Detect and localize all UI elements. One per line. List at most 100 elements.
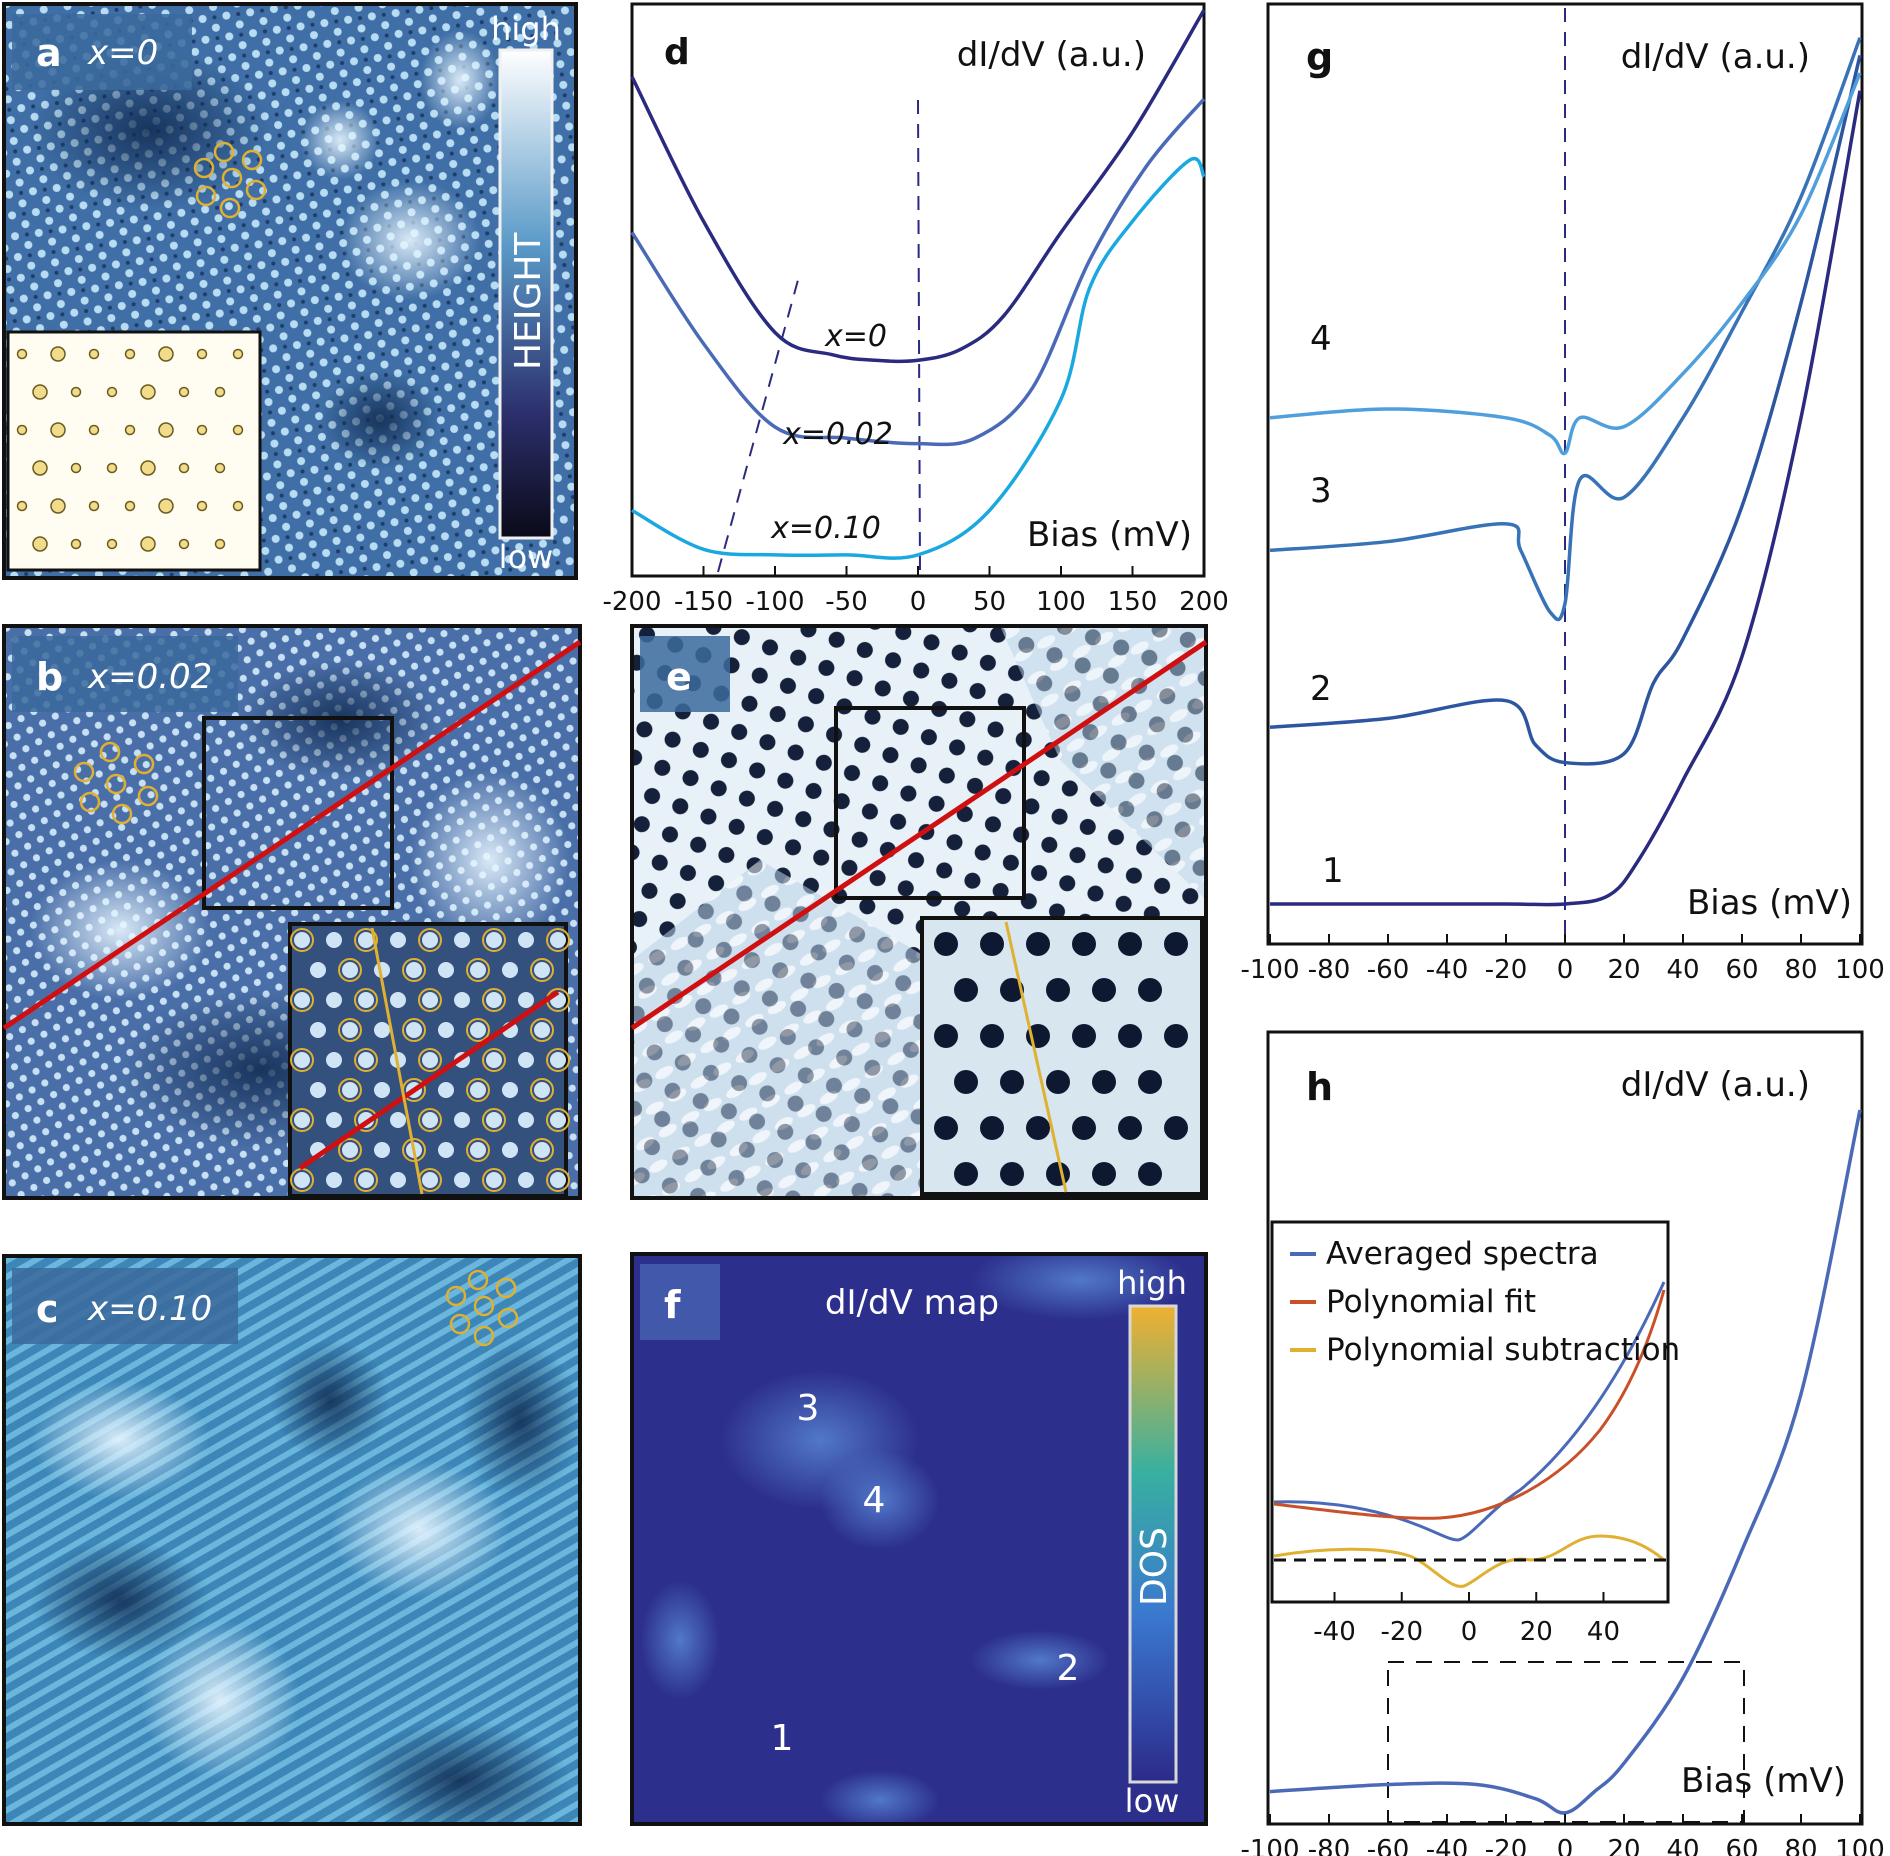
inset-atom-marker (546, 928, 570, 952)
inset-dark-spot (1046, 978, 1070, 1002)
model-atom (16, 500, 28, 512)
panel-c-frame (2, 1254, 582, 1826)
model-atom (32, 384, 48, 400)
didv-map-image (632, 1254, 1206, 1824)
atom-marker-cluster (193, 141, 267, 219)
model-atom (50, 498, 66, 514)
inset-atom (422, 992, 438, 1008)
inset-atom (534, 962, 550, 978)
inset-atom-marker (402, 958, 426, 982)
x-tick-label: 80 (1784, 955, 1817, 985)
inset-atom (294, 1112, 310, 1128)
inset-dark-spot (1138, 978, 1162, 1002)
zoom-region-box (202, 716, 394, 910)
model-atom (88, 500, 100, 512)
inset-atom-marker (466, 1018, 490, 1042)
cbar-high-label: high (491, 10, 561, 48)
model-atom (106, 386, 118, 398)
series-line (1269, 54, 1862, 766)
inset-x-tick-label: -20 (1381, 1617, 1423, 1647)
fit-inset: Averaged spectra Polynomial fit Polynomi… (1270, 1220, 1680, 1647)
inset-atom (502, 1082, 518, 1098)
x-tick-label: -40 (1426, 955, 1468, 985)
series-label: x=0.10 (770, 511, 881, 546)
inset-atom-marker (290, 1048, 314, 1072)
inset-boundary-line (298, 989, 560, 1171)
inset-atom-marker (354, 1168, 378, 1192)
inset-atom (374, 1082, 390, 1098)
inset-atom-marker (530, 1078, 554, 1102)
inset-atom (422, 1052, 438, 1068)
inset-atom-marker (402, 1018, 426, 1042)
inset-atom-marker (546, 1168, 570, 1192)
inset-atom (454, 992, 470, 1008)
model-atom (88, 424, 100, 436)
inset-atom (518, 932, 534, 948)
region-label: 3 (797, 1388, 820, 1429)
inset-x-tick-label: 20 (1520, 1617, 1553, 1647)
inset-atom (486, 1112, 502, 1128)
inset-dark-spot (1118, 1116, 1142, 1140)
inset-atom-marker (290, 1108, 314, 1132)
series-line (1269, 1109, 1862, 1815)
inset-x-tick-label: -40 (1313, 1617, 1355, 1647)
model-atom (70, 538, 82, 550)
panel-e-frame (630, 624, 1208, 1200)
inset-atom (310, 1082, 326, 1098)
model-atom (70, 386, 82, 398)
inset-dark-spot (1118, 932, 1142, 956)
inset-atom (406, 1022, 422, 1038)
panel-label: x=0 (87, 33, 158, 73)
series-line (1270, 90, 1862, 907)
series-label: x=0 (824, 319, 887, 354)
inset-dark-spot (1000, 1162, 1024, 1186)
inset-dark-spot (1164, 1116, 1188, 1140)
inset-x-tick-label: 0 (1461, 1617, 1478, 1647)
inset-dark-spot (1026, 1116, 1050, 1140)
x-tick-label: 50 (973, 587, 1006, 617)
inset-dark-spot (1092, 978, 1116, 1002)
inset-dark-spot (954, 978, 978, 1002)
inset-atom (422, 1172, 438, 1188)
region-label: 2 (1057, 1648, 1080, 1689)
x-tick-label: -150 (674, 587, 733, 617)
series-label: 1 (1322, 851, 1344, 891)
inset-atom (502, 962, 518, 978)
chart-h-series (1269, 1109, 1862, 1815)
model-atom (140, 460, 156, 476)
legend-entry: Averaged spectra (1326, 1236, 1599, 1272)
inset-atom (518, 1172, 534, 1188)
cbar-high-label: high (1117, 1264, 1187, 1302)
inset-atom (342, 1082, 358, 1098)
model-atom (124, 348, 136, 360)
inset-dark-spot (954, 1162, 978, 1186)
panel-h: h dI/dV (a.u.) Bias (mV) Averaged spectr… (1240, 1030, 1885, 1856)
model-atom (140, 384, 156, 400)
inset-atom (550, 1172, 566, 1188)
inset-atom (374, 1022, 390, 1038)
inset-atom (470, 962, 486, 978)
inset-atom-marker (354, 928, 378, 952)
model-atom (32, 536, 48, 552)
model-atom (32, 460, 48, 476)
panel-f-frame (630, 1252, 1208, 1826)
inset-atom-marker (530, 1018, 554, 1042)
inset-atom-marker (418, 1048, 442, 1072)
inset-dark-spot (1072, 1024, 1096, 1048)
map-title: dI/dV map (825, 1283, 999, 1323)
atom-marker-cluster (73, 741, 159, 825)
inset-atom (486, 1052, 502, 1068)
panel-letter: h (1306, 1065, 1333, 1109)
inset-atom-marker (482, 1048, 506, 1072)
inset-atom-marker (290, 928, 314, 952)
inset-atom (326, 1172, 342, 1188)
x-tick-label: -50 (825, 587, 867, 617)
panel-d: d dI/dV (a.u.) Bias (mV) x=0 x=0.02 x=0.… (602, 2, 1229, 617)
inset-atom (550, 1112, 566, 1128)
x-tick-label: -60 (1367, 1835, 1409, 1856)
inset-atom (342, 1022, 358, 1038)
x-tick-labels: -100 -80 -60 -40 -20 0 20 40 60 80 100 (1240, 1814, 1885, 1856)
inset-dark-spot (980, 932, 1004, 956)
inset-atom (342, 962, 358, 978)
cbar-low-label: low (1125, 1782, 1180, 1820)
